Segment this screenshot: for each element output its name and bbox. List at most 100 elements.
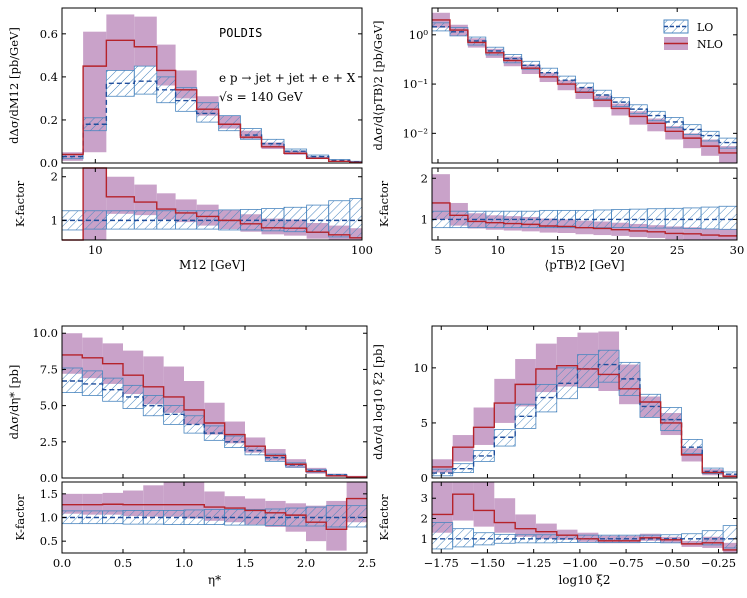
figure-title: POLDIS [219,26,262,40]
m12-ratio-nlo-band-3 [134,184,157,216]
m12-nlo-band-1 [83,31,107,153]
xi-ratio-nlo-line [432,493,737,551]
xi-nlo-band-3 [494,378,516,423]
pt-ratio-lo-band-16 [718,205,738,230]
m12-ratio-lo-band-11 [306,204,330,233]
m12-ratio-y-ticklabel-0: 1 [51,213,58,227]
pt-ratio-lo-band-12 [646,208,666,229]
m12-lo-band-3 [133,65,158,95]
m12-lo-band-6 [196,102,220,123]
m12-lo-band-7 [218,115,241,132]
pt-nlo-band-16 [719,146,737,163]
pt-main-y-ticklabel-1: 10⁻¹ [403,77,428,91]
eta-ratio-nlo-band-0 [62,493,83,514]
xi-ratio-nlo-band-4 [515,514,536,537]
m12-ratio-frame [61,167,363,241]
eta-nlo-band-6 [184,381,205,425]
m12-lo-line [62,80,362,163]
pt-xlabel: ⟨pTB⟩2 [GeV] [544,258,624,272]
eta-nlo-band-0 [62,333,83,374]
xi-ratio-x-ticklabel-0: −1.75 [424,556,459,570]
legend-lo-label: LO [697,21,713,34]
eta-ratio-y-ticklabel-2: 1.5 [40,487,58,501]
legend: LO NLO [663,19,723,51]
pt-main-frame [431,7,738,164]
pt-nlo-band-10 [611,103,630,116]
m12-nlo-line [62,39,362,164]
eta-ratio-x-ticklabel-3: 1.5 [236,556,254,570]
pt-ratio-x-ticklabel-0: 5 [434,243,441,257]
xi-ratio-lo-band-1 [452,528,474,548]
pt-ratio-lo-band-11 [628,208,648,229]
eta-ratio-x-ticklabel-2: 1.0 [175,556,193,570]
xi-ratio-lo-band-14 [722,525,738,549]
pt-ratio-y-ticklabel-1: 2 [421,171,428,185]
eta-lo-band-1 [81,370,104,396]
xi-ratio-nlo-band-0 [432,482,453,533]
pt-ratio-nlo-band-0 [432,174,450,220]
eta-nlo-line [62,354,367,478]
xi-ratio-ylabel: K-factor [377,494,391,541]
pt-ratio-x-ticklabel-2: 15 [550,243,565,257]
eta-ratio-lo-band-14 [346,505,368,528]
m12-nlo-band-3 [134,16,157,67]
m12-main-y-ticklabel-1: 0.2 [40,113,58,127]
xi-ratio-nlo-band-2 [473,482,495,527]
panel-eta: 0.0 2.5 5.0 7.5 10.0 dΔσ/dη* [pb] 0.5 1.0 1.5 0.0… [7,325,376,587]
pt-nlo-band-9 [593,95,612,108]
xi-ratio-lo-band-0 [431,522,454,550]
pt-ratio-nlo-band-15 [701,228,720,240]
m12-main-y-ticklabel-3: 0.6 [40,27,58,41]
energy-label: √s = 140 GeV [219,90,303,104]
eta-lo-band-0 [61,367,83,393]
eta-ratio-nlo-band-4 [143,485,164,517]
xi-ratio-x-ticklabel-6: −0.25 [701,556,736,570]
pt-nlo-band-15 [701,139,720,156]
eta-ratio-x-ticklabel-5: 2.5 [358,556,376,570]
eta-main-y-ticklabel-2: 5.0 [40,399,58,413]
m12-ratio-nlo-band-2 [106,176,135,214]
m12-ratio-x-ticklabel-0: 10 [88,243,103,257]
eta-ylabel: dΔσ/dη* [pb] [7,365,21,440]
pt-ratio-ylabel: K-factor [377,180,391,227]
xi-ratio-x-ticklabel-5: −0.50 [655,556,690,570]
xi-ratio-x-ticklabel-4: −0.75 [608,556,643,570]
eta-ratio-x-ticklabel-4: 2.0 [297,556,315,570]
eta-ratio-lo-band-13 [325,505,348,528]
pt-ratio-nlo-line [432,202,737,237]
xi-ratio-frame [431,481,738,554]
panel-xi: 0 5 10 dΔσ/d log10 ξ2 [pb] 1 2 3 −1.75 −1.50 −1.2… [371,325,738,587]
xi-ratio-y-ticklabel-2: 3 [421,491,428,505]
xi-nlo-band-1 [452,435,474,462]
eta-lo-line [62,380,367,478]
xi-main-y-ticklabel-2: 10 [413,361,428,375]
pt-ratio-y-ticklabel-0: 1 [421,212,428,226]
xi-ratio-x-ticklabel-1: −1.50 [470,556,505,570]
xi-nlo-line [432,364,737,478]
xi-ratio-y-ticklabel-0: 1 [421,532,428,546]
xi-lo-band-7 [577,354,599,389]
m12-main-frame [61,7,363,164]
panel-m12: 0.0 0.2 0.4 0.6 dΔσ/dM12 [pb/GeV] 1 2 10 100 K-fa… [7,7,373,272]
pt-nlo-band-8 [575,87,594,99]
legend-nlo-label: NLO [697,38,723,51]
xi-xlabel: log10 ξ2 [558,573,610,587]
xi-nlo-band-5 [535,343,557,393]
m12-main-y-ticklabel-0: 0.0 [40,156,58,170]
eta-lo-band-9 [244,445,266,456]
pt-ratio-x-ticklabel-4: 25 [670,243,685,257]
m12-main-y-ticklabel-2: 0.4 [40,70,58,84]
xi-lo-band-8 [597,349,620,383]
xi-nlo-band-2 [473,407,495,445]
pt-ratio-x-ticklabel-1: 10 [490,243,505,257]
eta-ratio-nlo-band-5 [163,482,184,517]
xi-main-y-ticklabel-1: 5 [421,416,428,430]
eta-ratio-y-ticklabel-1: 1.0 [40,511,58,525]
eta-ratio-ylabel: K-factor [13,494,27,541]
pt-main-y-ticklabel-2: 10⁰ [409,28,429,42]
xi-main-frame [431,325,738,479]
eta-lo-band-3 [122,384,144,409]
pt-nlo-band-12 [647,118,666,132]
